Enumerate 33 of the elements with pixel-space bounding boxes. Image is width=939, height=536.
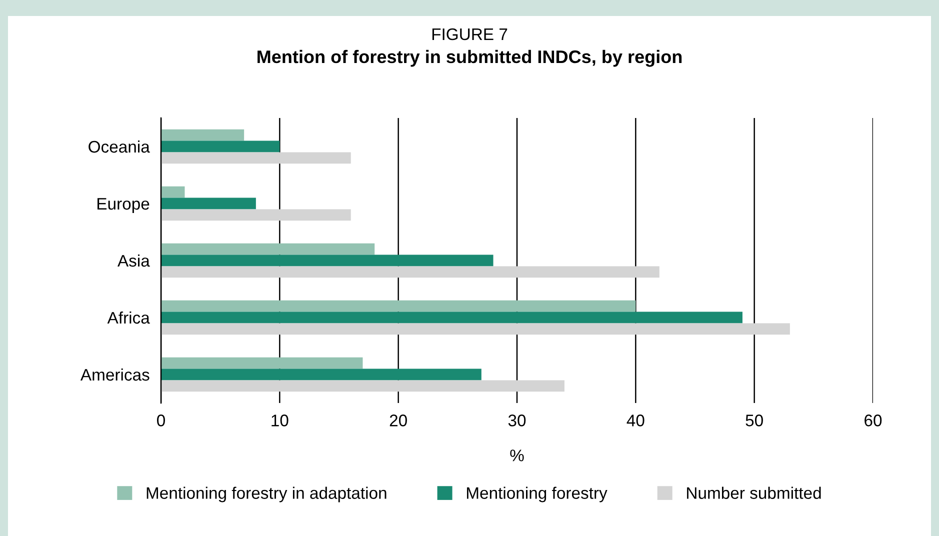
- x-axis-title: %: [510, 450, 524, 462]
- bar: [161, 152, 351, 164]
- bar: [161, 209, 351, 221]
- bar: [161, 323, 790, 335]
- bar: [161, 129, 244, 141]
- bar: [161, 254, 494, 266]
- bar: [161, 357, 363, 369]
- bar: [161, 380, 564, 392]
- bar: [161, 266, 660, 278]
- y-tick-label: Asia: [118, 254, 150, 267]
- y-tick-label: Americas: [80, 368, 150, 381]
- legend-label: Number submitted: [687, 486, 821, 499]
- x-tick-label: 0: [157, 414, 165, 426]
- legend-label: Mentioning forestry: [466, 486, 608, 502]
- x-tick-label: 30: [508, 414, 526, 426]
- chart-title: FIGURE 7: [432, 28, 508, 40]
- bar: [161, 243, 375, 255]
- bar: [161, 312, 742, 324]
- bar: [161, 140, 280, 152]
- bar: [161, 368, 482, 380]
- x-tick-label: 20: [390, 414, 407, 426]
- y-tick-label: Africa: [107, 311, 150, 324]
- x-tick-label: 10: [272, 414, 288, 426]
- x-tick-label: 60: [864, 414, 882, 426]
- x-tick-label: 50: [746, 414, 763, 426]
- chart-subtitle: Mention of forestry in submitted INDCs, by region: [258, 50, 682, 67]
- bar: [161, 198, 256, 210]
- bar: [161, 186, 185, 198]
- x-tick-label: 40: [626, 414, 644, 426]
- legend-label: Mentioning forestry in adaptation: [146, 486, 386, 502]
- y-tick-label: Europe: [98, 198, 150, 213]
- bar: [161, 300, 636, 312]
- y-tick-label: Oceania: [88, 140, 150, 153]
